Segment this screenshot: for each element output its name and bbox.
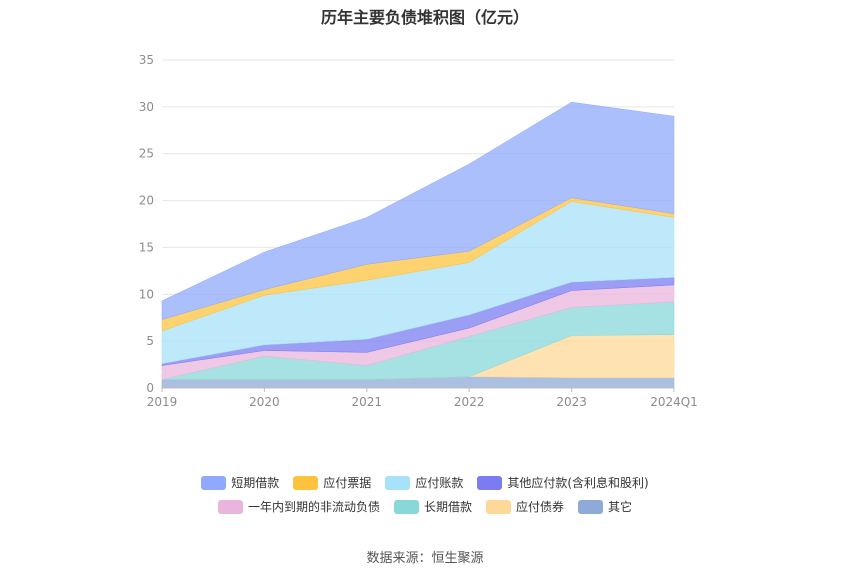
legend-label: 短期借款 xyxy=(231,476,280,490)
y-tick-label: 10 xyxy=(139,287,154,301)
x-tick-label: 2024Q1 xyxy=(650,395,698,409)
legend-swatch xyxy=(578,499,604,514)
axes: 0 5 10 15 20 25 30 35 2019 2020 2021 2022 2023 2024Q1 xyxy=(139,53,698,409)
legend-item[interactable]: 应付债券 xyxy=(486,498,564,515)
area-series xyxy=(161,101,675,389)
source-note: 数据来源：恒生聚源 xyxy=(366,551,484,566)
x-tick-label: 2022 xyxy=(454,395,485,409)
x-tick-label: 2020 xyxy=(249,395,280,409)
legend-swatch xyxy=(486,499,511,514)
legend-item[interactable]: 应付账款 xyxy=(385,474,463,491)
y-tick-label: 0 xyxy=(146,381,154,395)
x-tick-label: 2023 xyxy=(556,395,587,409)
legend-item[interactable]: 其它 xyxy=(578,498,632,515)
y-tick-label: 30 xyxy=(139,100,154,114)
legend-item[interactable]: 一年内到期的非流动负债 xyxy=(217,498,380,515)
x-tick-label: 2021 xyxy=(352,395,383,409)
legend-row: 一年内到期的非流动负债 长期借款 应付债券 其它 xyxy=(0,498,850,515)
legend-row: 短期借款 应付票据 应付账款 其他应付款(含利息和股利) xyxy=(0,474,850,491)
legend-swatch xyxy=(393,499,419,514)
legend-swatch xyxy=(217,499,243,514)
legend-label: 其它 xyxy=(608,500,633,514)
legend-label: 长期借款 xyxy=(423,500,472,514)
area-短期借款 xyxy=(161,101,675,320)
y-tick-label: 20 xyxy=(139,194,154,208)
legend-item[interactable]: 长期借款 xyxy=(393,498,472,515)
y-tick-label: 15 xyxy=(139,240,154,254)
legend-label: 其他应付款(含利息和股利) xyxy=(507,476,649,490)
legend-label: 应付债券 xyxy=(516,500,565,514)
legend-swatch xyxy=(201,475,227,490)
y-tick-label: 35 xyxy=(139,53,154,67)
legend-swatch xyxy=(385,475,411,490)
legend-label: 一年内到期的非流动负债 xyxy=(247,500,380,514)
stacked-area-chart: 0 5 10 15 20 25 30 35 2019 2020 2021 2022 2023 2024Q1 xyxy=(139,53,698,409)
legend-swatch xyxy=(477,475,503,490)
legend-item[interactable]: 短期借款 xyxy=(201,474,279,491)
chart-title: 历年主要负债堆积图（亿元） xyxy=(320,8,529,27)
legend-item[interactable]: 其他应付款(含利息和股利) xyxy=(477,474,649,491)
y-tick-label: 25 xyxy=(139,147,154,161)
legend-swatch xyxy=(293,475,319,490)
legend-label: 应付票据 xyxy=(323,476,372,490)
legend-item[interactable]: 应付票据 xyxy=(293,474,371,491)
y-tick-label: 5 xyxy=(146,334,154,348)
x-tick-label: 2019 xyxy=(147,395,178,409)
legend-label: 应付账款 xyxy=(415,476,464,490)
